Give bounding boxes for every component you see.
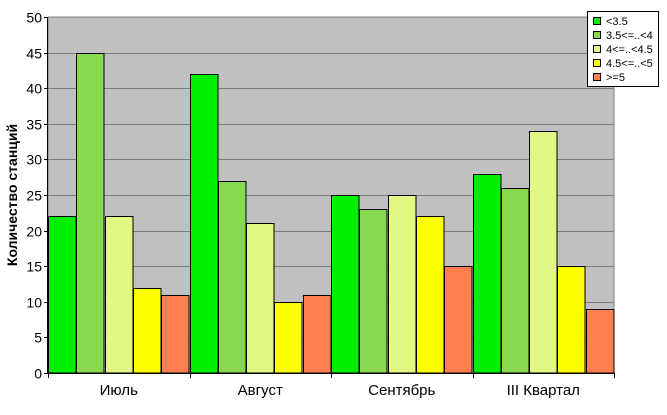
bar	[246, 223, 275, 374]
legend-label: >=5	[606, 72, 625, 84]
y-tick-label: 25	[26, 188, 42, 204]
legend-swatch	[593, 17, 601, 25]
legend-swatch	[593, 45, 601, 53]
bar	[133, 288, 162, 374]
x-axis-ticks: Июль Август Сентябрь III Квартал	[48, 373, 615, 399]
y-tick-label: 45	[26, 46, 42, 62]
y-tick-label: 20	[26, 224, 42, 240]
legend-label: <3.5	[606, 16, 628, 28]
x-category-label: Июль	[100, 382, 138, 399]
y-tick-label: 15	[26, 259, 42, 275]
bar	[501, 188, 530, 374]
bar	[473, 174, 502, 374]
legend: <3.5 3.5<=..<4 4<=..<4.5 4.5<=..<5 >=5	[587, 11, 659, 87]
y-tick-label: 40	[26, 81, 42, 97]
legend-label: 3.5<=..<4	[606, 30, 653, 42]
bar	[416, 216, 445, 374]
bar	[388, 195, 417, 374]
x-category-label: Август	[238, 382, 283, 399]
y-tick-label: 50	[26, 10, 42, 26]
y-axis-title: Количество станций	[4, 124, 20, 266]
legend-label: 4<=..<4.5	[606, 44, 653, 56]
bar	[359, 209, 388, 374]
x-category-label: Сентябрь	[368, 382, 435, 399]
bar	[105, 216, 134, 374]
bar	[529, 131, 558, 374]
y-tick-label: 35	[26, 117, 42, 133]
y-tick-label: 10	[26, 295, 42, 311]
x-category-label: III Квартал	[507, 382, 580, 399]
bar	[161, 295, 190, 374]
bar	[274, 302, 303, 374]
bar	[190, 74, 219, 374]
bar	[48, 216, 77, 374]
legend-swatch	[593, 31, 601, 39]
bar	[218, 181, 247, 374]
legend-swatch	[593, 59, 601, 67]
y-tick-label: 30	[26, 152, 42, 168]
bar	[444, 266, 473, 374]
legend-swatch	[593, 73, 601, 81]
legend-label: 4.5<=..<5	[606, 58, 653, 70]
y-tick-label: 5	[34, 330, 42, 346]
bar	[557, 266, 586, 374]
bar	[331, 195, 360, 374]
bar	[303, 295, 332, 374]
bar	[76, 53, 105, 374]
y-tick-label: 0	[34, 366, 42, 382]
bar	[586, 309, 615, 374]
bars	[48, 53, 615, 374]
y-axis-ticks: 0 5 10 15 20 25 30 35 40 45 50	[26, 10, 48, 382]
